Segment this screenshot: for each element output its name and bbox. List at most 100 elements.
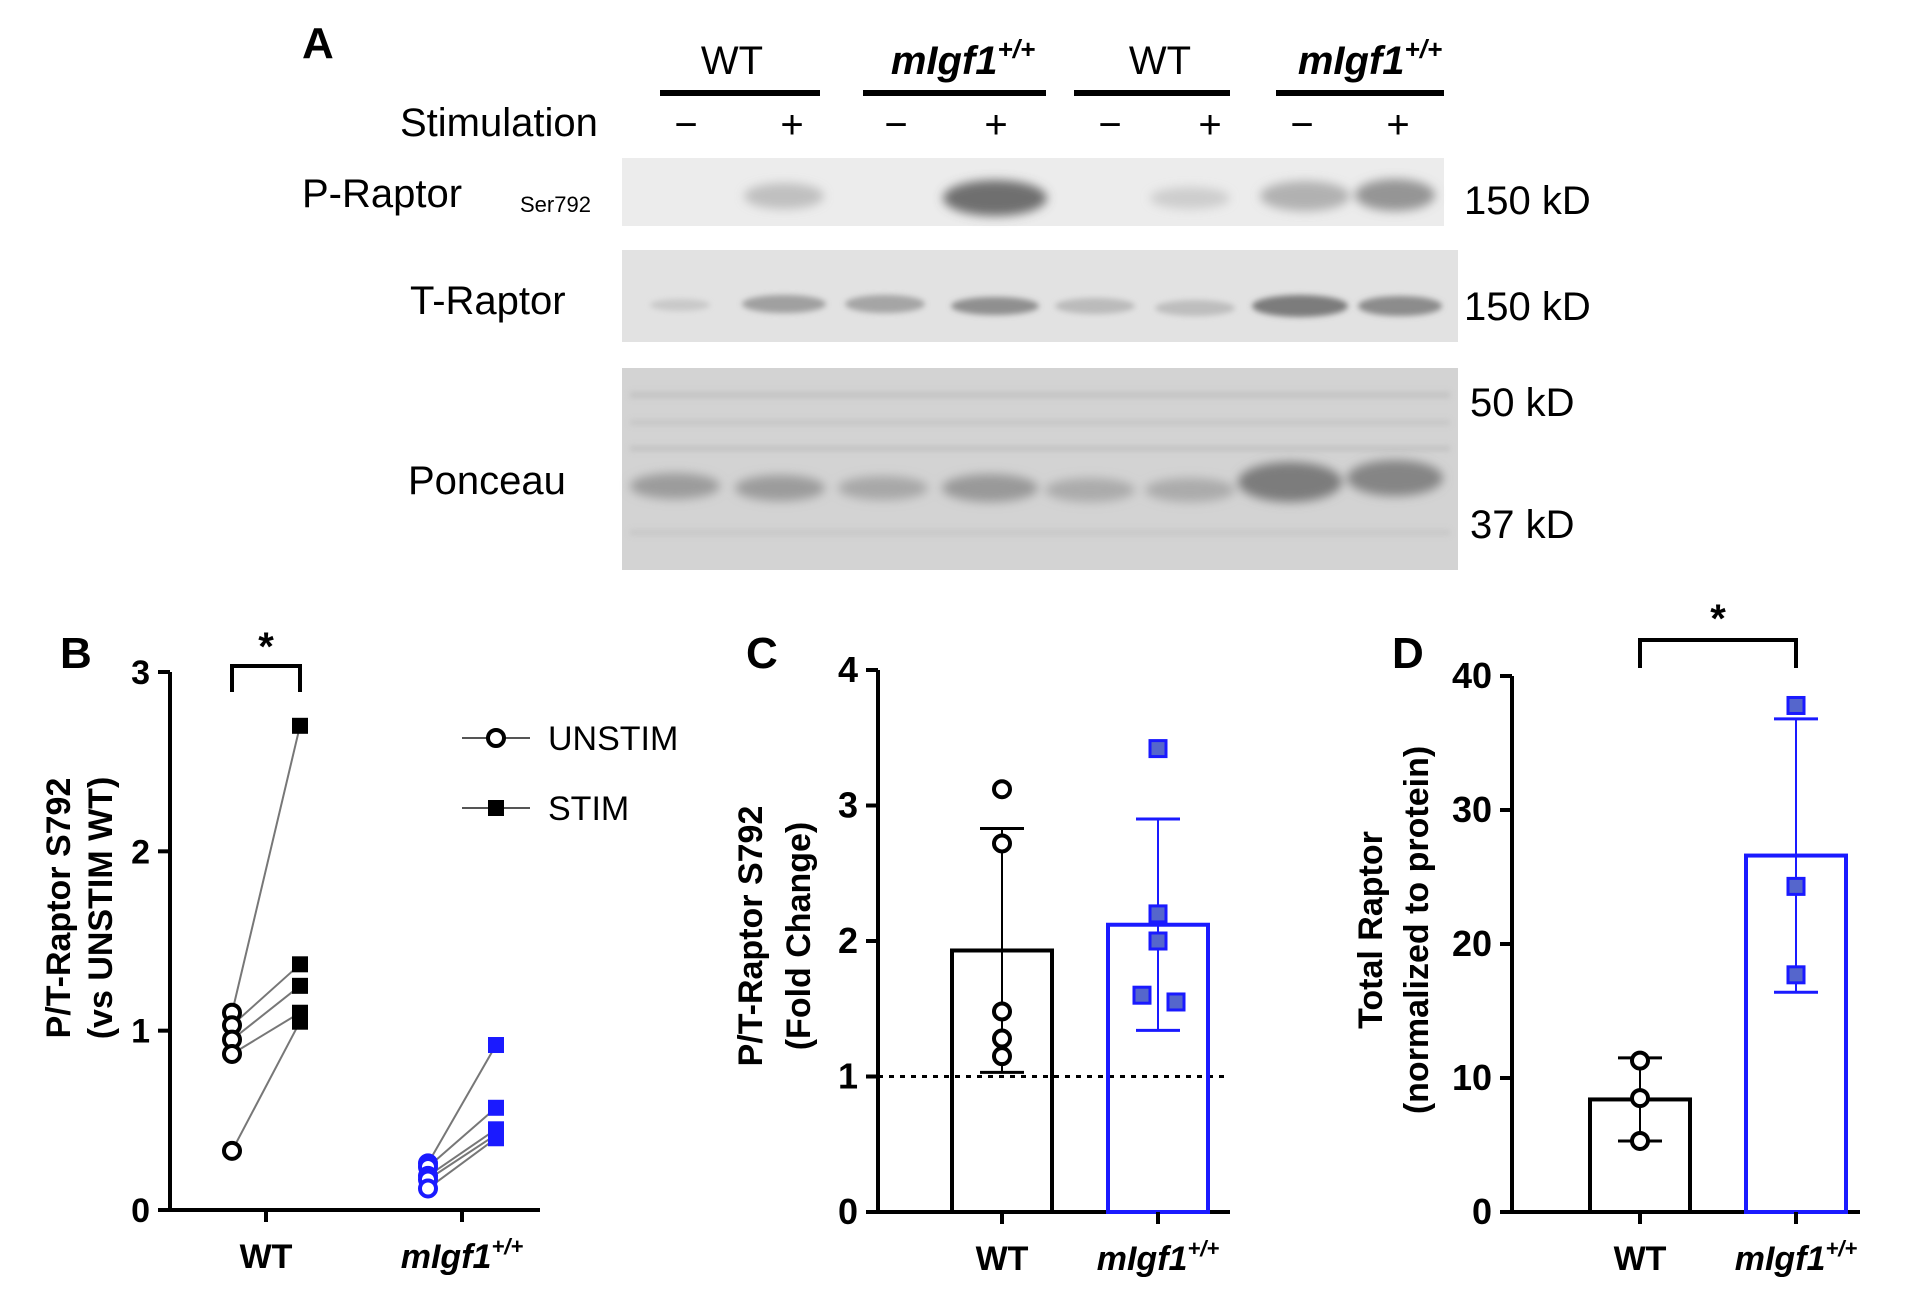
data-point xyxy=(992,779,1012,800)
pair-line xyxy=(427,1128,497,1177)
group-bar xyxy=(1276,90,1444,96)
mw-label-37kd: 37 kD xyxy=(1470,503,1575,547)
significance-bracket xyxy=(1638,638,1798,668)
mw-label-t-raptor: 150 kD xyxy=(1464,285,1591,329)
panel-c-letter: C xyxy=(746,629,778,678)
panel-b: B P/T-Raptor S792 (vs UNSTIM WT) 0 1 2 3 WT m… xyxy=(40,625,678,1276)
x-tick-label: WT xyxy=(1614,1240,1667,1278)
pair-line xyxy=(231,963,301,1027)
y-tick-label: 0 xyxy=(838,1191,858,1232)
legend-marker-unstim xyxy=(486,728,506,748)
lane-sign: + xyxy=(984,103,1007,147)
pair-line xyxy=(231,1021,301,1152)
data-point xyxy=(1630,1130,1650,1151)
group-bar xyxy=(660,90,820,96)
mw-label-50kd: 50 kD xyxy=(1470,381,1575,425)
blot-subscript: Ser792 xyxy=(520,192,591,217)
y-tick-label: 20 xyxy=(1452,923,1492,964)
panel-d-letter: D xyxy=(1392,629,1424,678)
panel-b-letter: B xyxy=(60,629,92,678)
data-point xyxy=(1630,1050,1650,1071)
panel-a-letter: A xyxy=(302,19,334,68)
legend-marker-stim xyxy=(488,800,504,816)
y-tick-label: 10 xyxy=(1452,1057,1492,1098)
x-tick-label: WT xyxy=(240,1238,293,1276)
data-point xyxy=(1786,965,1806,985)
y-tick-label: 0 xyxy=(1472,1191,1492,1232)
significance-bracket xyxy=(230,664,302,692)
blot-t-raptor xyxy=(622,250,1458,342)
data-point xyxy=(992,1046,1012,1067)
data-point-stim xyxy=(292,977,308,994)
plot-c: 0 1 2 3 4 WT mIgf1+/+ xyxy=(838,649,1230,1278)
x-tick-label: WT xyxy=(976,1240,1029,1278)
y-tick-label: 40 xyxy=(1452,655,1492,696)
data-point xyxy=(1166,992,1186,1012)
data-point-unstim xyxy=(418,1178,438,1199)
lane-sign: − xyxy=(674,103,697,147)
y-axis-label-line1: P/T-Raptor S792 xyxy=(732,806,770,1067)
blot-label-p-raptor: P-Raptor Ser792 xyxy=(302,172,591,217)
x-tick-label: mIgf1+/+ xyxy=(401,1234,524,1276)
data-point xyxy=(992,1028,1012,1049)
data-point xyxy=(1132,985,1152,1005)
blot-label-ponceau: Ponceau xyxy=(408,459,566,503)
data-point xyxy=(1786,695,1806,715)
pair-line xyxy=(427,1133,497,1181)
pair-line xyxy=(231,985,301,1041)
group-header-1: WT xyxy=(660,39,820,96)
panel-a: A WT mIgf1+/+ WT mIgf1+/+ Stimulation − +… xyxy=(302,19,1591,570)
y-tick-label: 3 xyxy=(838,785,858,826)
data-point-stim xyxy=(488,1130,504,1147)
pair-line xyxy=(427,1137,497,1190)
blot-background xyxy=(622,250,1458,342)
y-tick-label: 30 xyxy=(1452,789,1492,830)
group-header-3: WT xyxy=(1074,39,1230,96)
data-point-stim xyxy=(292,956,308,973)
significance-star: * xyxy=(258,625,274,669)
group-header-4: mIgf1+/+ xyxy=(1276,34,1444,96)
data-point-unstim xyxy=(222,1140,242,1161)
blot-ponceau xyxy=(622,368,1458,570)
panel-c: C P/T-Raptor S792 (Fold Change) 0 1 2 3 4 WT m… xyxy=(732,629,1230,1278)
data-point xyxy=(992,1001,1012,1022)
lane-sign: − xyxy=(1098,103,1121,147)
y-tick-label: 1 xyxy=(131,1013,150,1051)
y-tick-label: 1 xyxy=(838,1056,858,1097)
pair-line xyxy=(427,1107,497,1168)
mw-label-p-raptor: 150 kD xyxy=(1464,179,1591,223)
y-tick-label: 4 xyxy=(838,649,858,690)
blot-background xyxy=(622,368,1458,570)
pair-line xyxy=(427,1044,497,1164)
plot-b: 0 1 2 3 WT mIgf1+/+ * UNSTIM STIM xyxy=(131,625,678,1276)
blot-p-raptor xyxy=(622,158,1444,226)
lane-sign: − xyxy=(1290,103,1313,147)
group-label: WT xyxy=(701,39,763,83)
y-tick-label: 2 xyxy=(838,920,858,961)
legend-label-unstim: UNSTIM xyxy=(548,720,678,758)
plot-d: 0 10 20 30 40 WT mIgf1+/+ * xyxy=(1452,597,1860,1278)
pair-line xyxy=(231,725,301,1013)
x-tick-label: mIgf1+/+ xyxy=(1097,1236,1220,1278)
x-tick-label: mIgf1+/+ xyxy=(1735,1236,1858,1278)
data-point xyxy=(1786,876,1806,896)
lane-signs: − + − + − + − + xyxy=(674,103,1409,147)
data-point-stim xyxy=(292,1013,308,1030)
lane-sign: + xyxy=(780,103,803,147)
group-label: mIgf1+/+ xyxy=(891,34,1035,83)
pair-line xyxy=(231,1011,301,1055)
y-tick-label: 2 xyxy=(131,833,150,871)
y-tick-label: 0 xyxy=(131,1192,150,1230)
group-bar xyxy=(1074,90,1230,96)
data-point xyxy=(1148,931,1168,951)
group-bar xyxy=(863,90,1046,96)
stimulation-label: Stimulation xyxy=(400,101,598,145)
significance-star: * xyxy=(1710,597,1726,641)
data-point xyxy=(1148,739,1168,759)
y-axis-label-line1: P/T-Raptor S792 xyxy=(40,778,78,1039)
data-point xyxy=(992,833,1012,854)
data-point xyxy=(1148,904,1168,924)
y-axis-label-line2: (Fold Change) xyxy=(780,822,818,1051)
lane-sign: + xyxy=(1198,103,1221,147)
